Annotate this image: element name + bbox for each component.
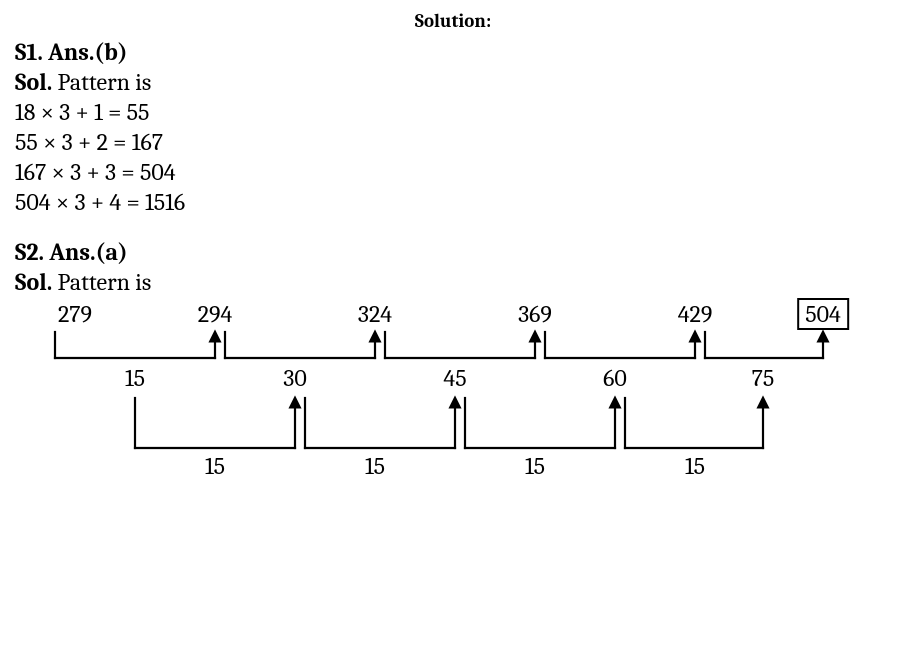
s1-sol-line: Sol. Pattern is bbox=[15, 68, 891, 96]
s2-diagram: 279294324369429504153045607515151515 bbox=[15, 300, 875, 490]
s1-heading: S1. Ans.(b) bbox=[15, 38, 891, 66]
s2-sol-label: Sol. bbox=[15, 268, 52, 296]
s1-pattern-label: Pattern is bbox=[52, 68, 151, 96]
s2-sol-line: Sol. Pattern is bbox=[15, 268, 891, 296]
s1-line-1: 55 × 3 + 2 = 167 bbox=[15, 128, 891, 156]
s1-line-2: 167 × 3 + 3 = 504 bbox=[15, 158, 891, 186]
diagram-svg bbox=[15, 300, 875, 490]
s1-sol-label: Sol. bbox=[15, 68, 52, 96]
s2-heading: S2. Ans.(a) bbox=[15, 238, 891, 266]
s1-line-0: 18 × 3 + 1 = 55 bbox=[15, 98, 891, 126]
solution-2: S2. Ans.(a) Sol. Pattern is 279294324369… bbox=[15, 238, 891, 490]
s1-line-3: 504 × 3 + 4 = 1516 bbox=[15, 188, 891, 216]
page-title: Solution: bbox=[15, 10, 891, 32]
solution-1: S1. Ans.(b) Sol. Pattern is 18 × 3 + 1 =… bbox=[15, 38, 891, 216]
s2-pattern-label: Pattern is bbox=[52, 268, 151, 296]
